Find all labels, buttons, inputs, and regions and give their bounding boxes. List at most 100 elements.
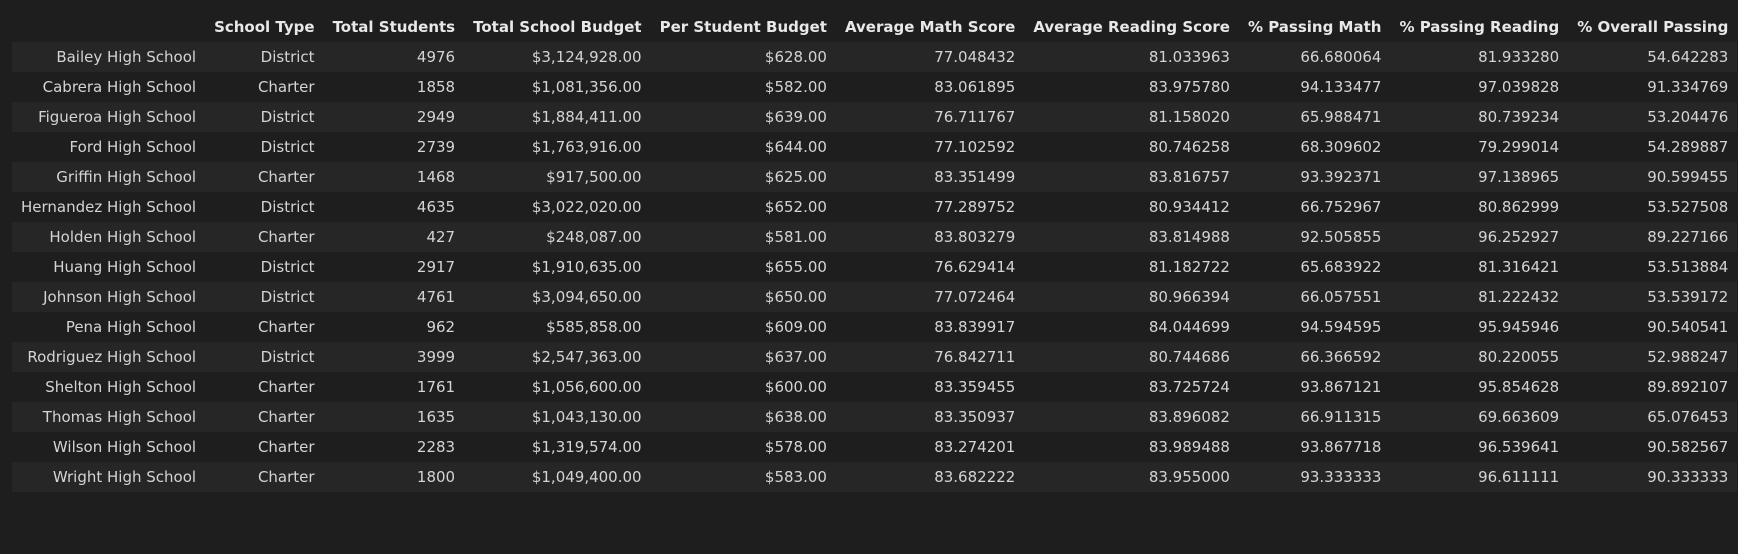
- column-header-passing-math: % Passing Math: [1238, 11, 1391, 42]
- cell-per-student-budget: $639.00: [764, 108, 827, 126]
- cell-passing-math: 66.366592: [1300, 348, 1382, 366]
- cell-overall-passing: 54.289887: [1647, 138, 1729, 156]
- cell-passing-reading: 96.252927: [1478, 228, 1560, 246]
- column-header-total-school-budget: Total School Budget: [464, 11, 651, 42]
- cell-average-reading-score: 83.955000: [1148, 468, 1230, 486]
- cell-per-student-budget: $600.00: [764, 378, 827, 396]
- cell-total-students: 427: [426, 228, 456, 246]
- table-header: School Type Total Students Total School Bu…: [12, 11, 1738, 42]
- table-row: Wright High School Charter 1800 $1,049,400.…: [12, 462, 1738, 492]
- cell-average-math-score: 77.048432: [934, 48, 1016, 66]
- cell-passing-reading: 81.222432: [1478, 288, 1560, 306]
- cell-per-student-budget: $582.00: [764, 78, 827, 96]
- cell-passing-math: 65.683922: [1300, 258, 1382, 276]
- cell-overall-passing: 89.892107: [1647, 378, 1729, 396]
- cell-average-math-score: 83.350937: [934, 408, 1016, 426]
- cell-passing-reading: 81.933280: [1478, 48, 1560, 66]
- cell-passing-math: 66.680064: [1300, 48, 1382, 66]
- cell-total-school-budget: $1,049,400.00: [531, 468, 642, 486]
- cell-school-type: District: [260, 48, 315, 66]
- cell-school-type: District: [260, 198, 315, 216]
- column-header-index: [12, 11, 206, 42]
- cell-overall-passing: 90.540541: [1647, 318, 1729, 336]
- table-row: Wilson High School Charter 2283 $1,319,574.…: [12, 432, 1738, 462]
- cell-total-school-budget: $1,043,130.00: [531, 408, 642, 426]
- cell-school-type: Charter: [257, 408, 315, 426]
- cell-total-students: 2917: [416, 258, 456, 276]
- table-row: Cabrera High School Charter 1858 $1,081,356…: [12, 72, 1738, 102]
- cell-school-type: Charter: [257, 228, 315, 246]
- cell-total-school-budget: $1,319,574.00: [531, 438, 642, 456]
- cell-per-student-budget: $652.00: [764, 198, 827, 216]
- row-index-label: Hernandez High School: [21, 198, 197, 216]
- cell-total-school-budget: $248,087.00: [546, 228, 642, 246]
- table-row: Johnson High School District 4761 $3,094,65…: [12, 282, 1738, 312]
- cell-total-school-budget: $1,081,356.00: [531, 78, 642, 96]
- cell-average-reading-score: 84.044699: [1148, 318, 1230, 336]
- table-row: Hernandez High School District 4635 $3,022,…: [12, 192, 1738, 222]
- cell-total-students: 4976: [416, 48, 456, 66]
- cell-total-school-budget: $1,884,411.00: [531, 108, 642, 126]
- cell-average-reading-score: 80.966394: [1148, 288, 1230, 306]
- cell-school-type: Charter: [257, 318, 315, 336]
- cell-passing-reading: 96.611111: [1478, 468, 1560, 486]
- cell-average-reading-score: 81.158020: [1148, 108, 1230, 126]
- cell-average-reading-score: 80.934412: [1148, 198, 1230, 216]
- cell-total-students: 3999: [416, 348, 456, 366]
- cell-overall-passing: 53.513884: [1647, 258, 1729, 276]
- cell-school-type: Charter: [257, 438, 315, 456]
- cell-average-math-score: 76.842711: [934, 348, 1016, 366]
- cell-passing-reading: 97.039828: [1478, 78, 1560, 96]
- cell-total-students: 4761: [416, 288, 456, 306]
- cell-total-students: 1468: [416, 168, 456, 186]
- cell-per-student-budget: $655.00: [764, 258, 827, 276]
- cell-overall-passing: 65.076453: [1647, 408, 1729, 426]
- cell-average-math-score: 77.102592: [934, 138, 1016, 156]
- row-index-label: Huang High School: [53, 258, 197, 276]
- cell-per-student-budget: $637.00: [764, 348, 827, 366]
- cell-total-students: 2739: [416, 138, 456, 156]
- column-header-school-type: School Type: [205, 11, 324, 42]
- cell-passing-reading: 79.299014: [1478, 138, 1560, 156]
- cell-overall-passing: 53.204476: [1647, 108, 1729, 126]
- cell-school-type: Charter: [257, 168, 315, 186]
- cell-passing-math: 94.133477: [1300, 78, 1382, 96]
- cell-overall-passing: 91.334769: [1647, 78, 1729, 96]
- cell-total-students: 1800: [416, 468, 456, 486]
- cell-average-reading-score: 80.746258: [1148, 138, 1230, 156]
- row-index-label: Pena High School: [65, 318, 197, 336]
- table-body: Bailey High School District 4976 $3,124,928…: [12, 42, 1738, 492]
- cell-overall-passing: 90.582567: [1647, 438, 1729, 456]
- cell-passing-reading: 69.663609: [1478, 408, 1560, 426]
- cell-total-students: 1635: [416, 408, 456, 426]
- cell-passing-math: 66.752967: [1300, 198, 1382, 216]
- cell-overall-passing: 90.599455: [1647, 168, 1729, 186]
- cell-overall-passing: 54.642283: [1647, 48, 1729, 66]
- column-header-total-students: Total Students: [323, 11, 465, 42]
- cell-average-math-score: 76.629414: [934, 258, 1016, 276]
- cell-total-school-budget: $2,547,363.00: [531, 348, 642, 366]
- cell-average-math-score: 83.682222: [934, 468, 1016, 486]
- cell-per-student-budget: $628.00: [764, 48, 827, 66]
- column-header-overall-passing: % Overall Passing: [1568, 11, 1738, 42]
- cell-per-student-budget: $609.00: [764, 318, 827, 336]
- cell-passing-math: 93.392371: [1300, 168, 1382, 186]
- cell-average-math-score: 77.072464: [934, 288, 1016, 306]
- cell-total-school-budget: $3,094,650.00: [531, 288, 642, 306]
- cell-school-type: Charter: [257, 378, 315, 396]
- column-header-per-student-budget: Per Student Budget: [650, 11, 836, 42]
- cell-average-math-score: 76.711767: [934, 108, 1016, 126]
- cell-passing-math: 66.911315: [1300, 408, 1382, 426]
- cell-average-reading-score: 81.182722: [1148, 258, 1230, 276]
- row-index-label: Bailey High School: [56, 48, 197, 66]
- cell-school-type: District: [260, 138, 315, 156]
- school-summary-table: School Type Total Students Total School Bu…: [12, 11, 1738, 492]
- column-header-average-reading-score: Average Reading Score: [1024, 11, 1239, 42]
- cell-per-student-budget: $625.00: [764, 168, 827, 186]
- cell-passing-reading: 95.945946: [1478, 318, 1560, 336]
- cell-per-student-budget: $581.00: [764, 228, 827, 246]
- row-index-label: Holden High School: [49, 228, 197, 246]
- cell-total-school-budget: $3,022,020.00: [531, 198, 642, 216]
- table-row: Rodriguez High School District 3999 $2,547,…: [12, 342, 1738, 372]
- row-index-label: Griffin High School: [56, 168, 197, 186]
